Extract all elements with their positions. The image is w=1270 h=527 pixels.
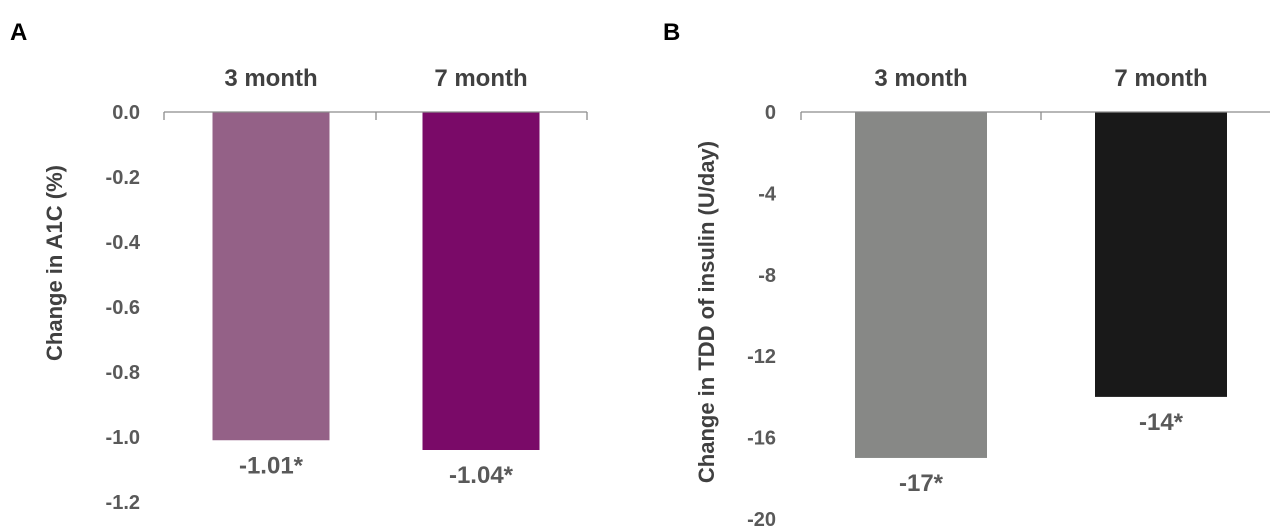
panel-b: B Change in TDD of insulin (U/day) 0 -4 -8… — [663, 19, 1270, 527]
panel-b-y-tick-label: -8 — [758, 265, 776, 287]
panel-b-bar-7-month — [1095, 112, 1227, 397]
panel-b-category-label: 3 month — [874, 65, 967, 92]
panel-b-letter: B — [663, 19, 680, 46]
panel-a-category-label: 7 month — [434, 65, 527, 92]
panel-b-data-label: -17* — [899, 470, 944, 497]
panel-a-y-axis-title: Change in A1C (%) — [42, 165, 67, 361]
panel-b-y-tick-label: -20 — [747, 509, 776, 527]
panel-a-y-tick-label: -1.2 — [106, 492, 140, 514]
panel-b-data-label: -14* — [1139, 409, 1184, 436]
panel-a-letter: A — [10, 19, 27, 46]
panel-b-category-label: 7 month — [1114, 65, 1207, 92]
panel-a-y-tick-label: -0.2 — [106, 167, 140, 189]
panel-b-y-tick-label: -4 — [758, 183, 777, 205]
panel-b-y-tick-label: -16 — [747, 428, 776, 450]
panel-a-bar-3-month — [212, 112, 330, 441]
panel-a-bar-7-month — [422, 112, 540, 450]
panel-a-y-tick-label: -0.6 — [106, 297, 140, 319]
panel-a-y-tick-label: -0.8 — [106, 362, 140, 384]
panel-a-category-label: 3 month — [224, 65, 317, 92]
panel-b-y-axis-title: Change in TDD of insulin (U/day) — [694, 141, 719, 483]
panel-b-y-tick-label: 0 — [765, 102, 776, 124]
panel-a-y-tick-label: -0.4 — [106, 232, 141, 254]
panel-a: A Change in A1C (%) 0.0 -0.2 -0.4 -0.6 -0.8 -… — [10, 19, 588, 514]
panel-a-y-tick-label: 0.0 — [112, 102, 140, 124]
panel-b-bar-3-month — [855, 112, 987, 458]
panel-a-data-label: -1.01* — [239, 452, 304, 479]
panel-b-y-tick-label: -12 — [747, 346, 776, 368]
panel-a-data-label: -1.04* — [449, 462, 514, 489]
panel-a-y-tick-label: -1.0 — [106, 427, 140, 449]
